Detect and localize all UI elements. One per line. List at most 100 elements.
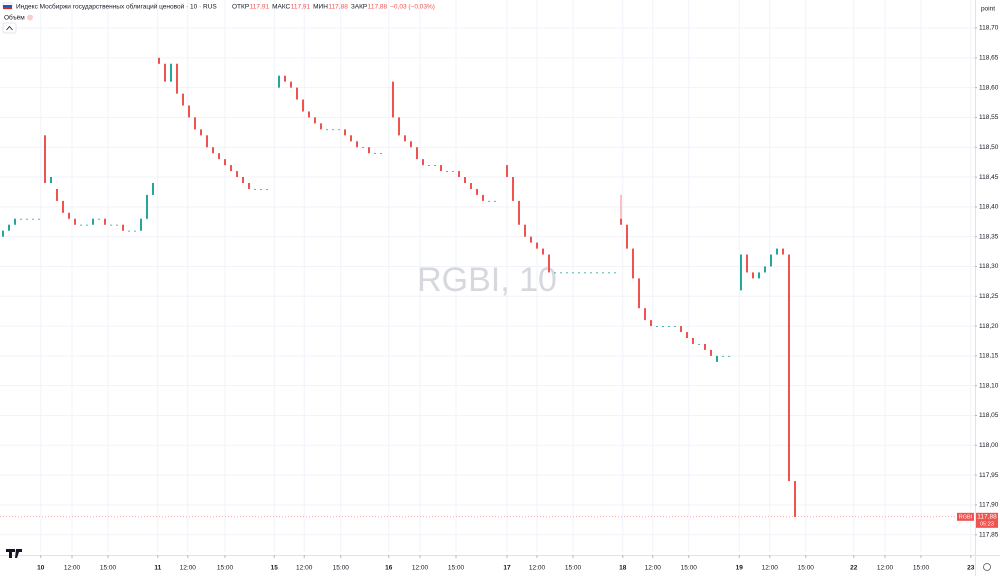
- candle-body: [128, 230, 130, 232]
- candle-body: [602, 272, 604, 274]
- candle-body: [92, 218, 94, 225]
- x-tick-label: 15:00: [333, 565, 350, 572]
- candle-body: [746, 254, 748, 273]
- candle-body: [260, 188, 262, 190]
- candle-body: [68, 212, 70, 219]
- x-tick-label: 18: [619, 565, 627, 572]
- x-tick-label: 12:00: [529, 565, 546, 572]
- candle-body: [752, 272, 754, 279]
- x-tick-label: 12:00: [296, 565, 313, 572]
- candle-body: [770, 254, 772, 267]
- candle-body: [416, 147, 418, 160]
- x-tick-label: 11: [154, 565, 161, 572]
- candle-body: [296, 87, 298, 100]
- collapse-icon: [6, 25, 13, 31]
- x-tick-label: 15:00: [798, 565, 815, 572]
- candle-body: [584, 272, 586, 274]
- candle-body: [506, 165, 508, 178]
- y-tick-label: 118,00: [979, 442, 999, 449]
- candle-body: [80, 224, 82, 226]
- candle-body: [152, 183, 154, 195]
- candle-body: [314, 117, 316, 124]
- candle-body: [590, 272, 592, 274]
- candle-body: [212, 147, 214, 154]
- collapse-button[interactable]: [2, 22, 17, 34]
- candle-body: [494, 200, 496, 202]
- candle-body: [680, 326, 682, 333]
- candle-body: [392, 81, 394, 118]
- settings-icon[interactable]: [983, 563, 991, 571]
- x-tick-label: 17: [503, 565, 511, 572]
- y-tick-label: 118,25: [979, 293, 999, 300]
- candle-body: [362, 147, 364, 149]
- x-tick-label: 15:00: [100, 565, 117, 572]
- candle-body: [164, 63, 166, 82]
- flag-stripe: [3, 7, 12, 9]
- candle-body: [302, 99, 304, 112]
- x-tick-label: 12:00: [180, 565, 197, 572]
- candle-body: [224, 159, 226, 166]
- candle-body: [656, 326, 658, 327]
- volume-label[interactable]: Объём: [4, 14, 25, 22]
- candle-body: [716, 355, 718, 362]
- candle-body: [380, 153, 382, 155]
- x-tick-label: 12:00: [645, 565, 662, 572]
- ohlc-label: ОТКР: [232, 4, 249, 11]
- y-tick-label: 118,40: [979, 204, 999, 211]
- candle-body: [230, 165, 232, 172]
- candle-body: [740, 254, 742, 291]
- candle-body: [140, 218, 142, 231]
- candle-body: [614, 272, 616, 274]
- ohlc-legend: ОТКР 117,91 МАКС 117,91 МИН 117,88 ЗАКР 117,88−…: [232, 4, 435, 11]
- candle-body: [74, 218, 76, 225]
- y-tick-label: 118,05: [979, 412, 999, 419]
- candle-body: [662, 326, 664, 327]
- ohlc-value: 117,91: [291, 4, 311, 11]
- candle-body: [14, 218, 16, 225]
- candle-body: [572, 272, 574, 274]
- x-tick-label: 12:00: [412, 565, 429, 572]
- symbol-tag: RGBI: [959, 514, 973, 520]
- x-tick-label: 23: [967, 565, 975, 572]
- candle-body: [20, 218, 22, 220]
- candle-body: [122, 224, 124, 231]
- y-tick-label: 118,15: [979, 353, 999, 360]
- candle-body: [248, 183, 250, 189]
- candle-body: [428, 165, 430, 166]
- y-tick-label: 117,95: [979, 472, 999, 479]
- candle-body: [26, 218, 28, 220]
- candle-body: [620, 218, 622, 225]
- candle-body: [536, 242, 538, 249]
- y-tick-label: 118,55: [979, 114, 999, 121]
- ohlc-label: МАКС: [272, 4, 290, 11]
- candle-body: [266, 188, 268, 190]
- y-tick-label: 117,85: [979, 531, 999, 538]
- symbol-title[interactable]: Индекс Мосбиржи государственных облигаци…: [16, 3, 217, 11]
- candle-body: [368, 147, 370, 154]
- candle-body: [674, 326, 676, 327]
- candle-body: [62, 200, 64, 213]
- candle-body: [422, 159, 424, 166]
- x-tick-label: 10: [37, 565, 45, 572]
- candle-body: [518, 200, 520, 225]
- grid: [0, 0, 975, 552]
- tv-logo[interactable]: [6, 549, 22, 558]
- candle-body: [452, 171, 454, 172]
- volume-alert[interactable]: [27, 14, 33, 21]
- ohlc-value: 117,88: [368, 4, 388, 11]
- candle-body: [374, 153, 376, 155]
- x-tick-label: 15:00: [913, 565, 930, 572]
- candle-body: [566, 272, 568, 274]
- candle-body: [110, 224, 112, 226]
- candle-body: [284, 75, 286, 82]
- candle-body: [236, 171, 238, 178]
- candle-body: [146, 194, 148, 219]
- y-tick-label: 118,30: [979, 263, 999, 270]
- candle-body: [44, 135, 46, 184]
- y-tick-label: 118,50: [979, 144, 999, 151]
- candle-body: [242, 177, 244, 184]
- candle-body: [788, 254, 790, 482]
- y-tick-label: 118,20: [979, 323, 999, 330]
- candle-body: [32, 218, 34, 220]
